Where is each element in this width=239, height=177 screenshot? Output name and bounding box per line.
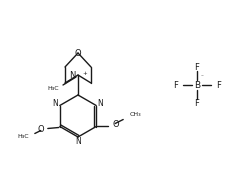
Text: F: F <box>216 81 221 90</box>
Text: N: N <box>70 70 76 79</box>
Text: H₃C: H₃C <box>17 134 29 139</box>
Text: F: F <box>195 98 199 107</box>
Text: O: O <box>37 125 44 134</box>
Text: ⁻: ⁻ <box>201 75 204 80</box>
Text: O: O <box>75 48 81 58</box>
Text: H₃C: H₃C <box>47 87 59 92</box>
Text: F: F <box>195 62 199 72</box>
Text: N: N <box>98 98 103 107</box>
Text: N: N <box>75 138 81 147</box>
Text: B: B <box>194 81 200 90</box>
Text: N: N <box>53 98 58 107</box>
Text: +: + <box>82 71 87 76</box>
Text: F: F <box>173 81 178 90</box>
Text: CH₃: CH₃ <box>129 112 141 117</box>
Text: O: O <box>112 120 119 129</box>
